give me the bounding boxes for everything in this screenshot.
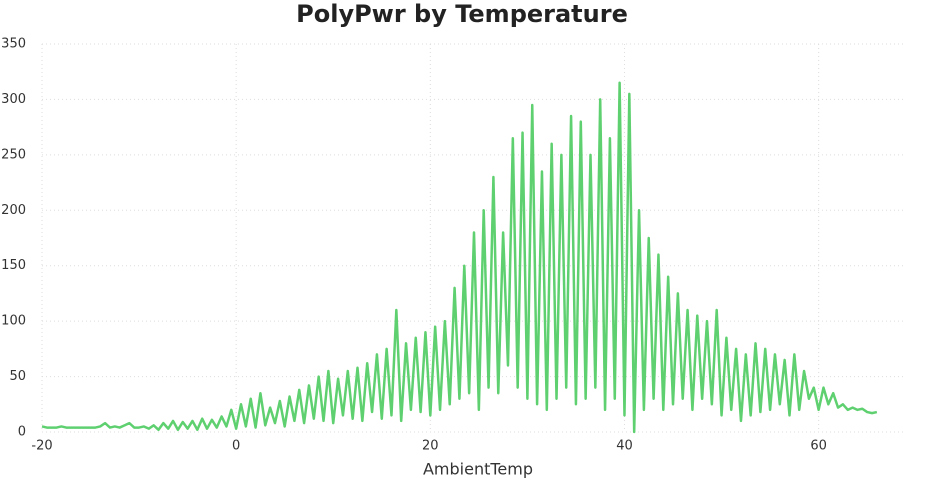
line: [41, 81, 878, 434]
x-tick-label: 0: [232, 439, 240, 454]
x-axis-title: AmbientTemp: [423, 460, 533, 479]
y-tick-label: 0: [18, 425, 26, 440]
y-tick-label: 50: [9, 369, 26, 384]
x-tick-label: 20: [422, 439, 439, 454]
x-tick-label: -20: [31, 439, 52, 454]
y-tick-label: 150: [1, 258, 26, 273]
y-tick-label: 250: [1, 147, 26, 162]
x-tick-label: 40: [616, 439, 633, 454]
y-tick-label: 100: [1, 314, 26, 329]
y-tick-label: 200: [1, 203, 26, 218]
y-tick-label: 350: [1, 37, 26, 52]
chart-title: PolyPwr by Temperature: [296, 0, 628, 28]
x-tick-label: 60: [810, 439, 827, 454]
y-tick-label: 300: [1, 92, 26, 107]
